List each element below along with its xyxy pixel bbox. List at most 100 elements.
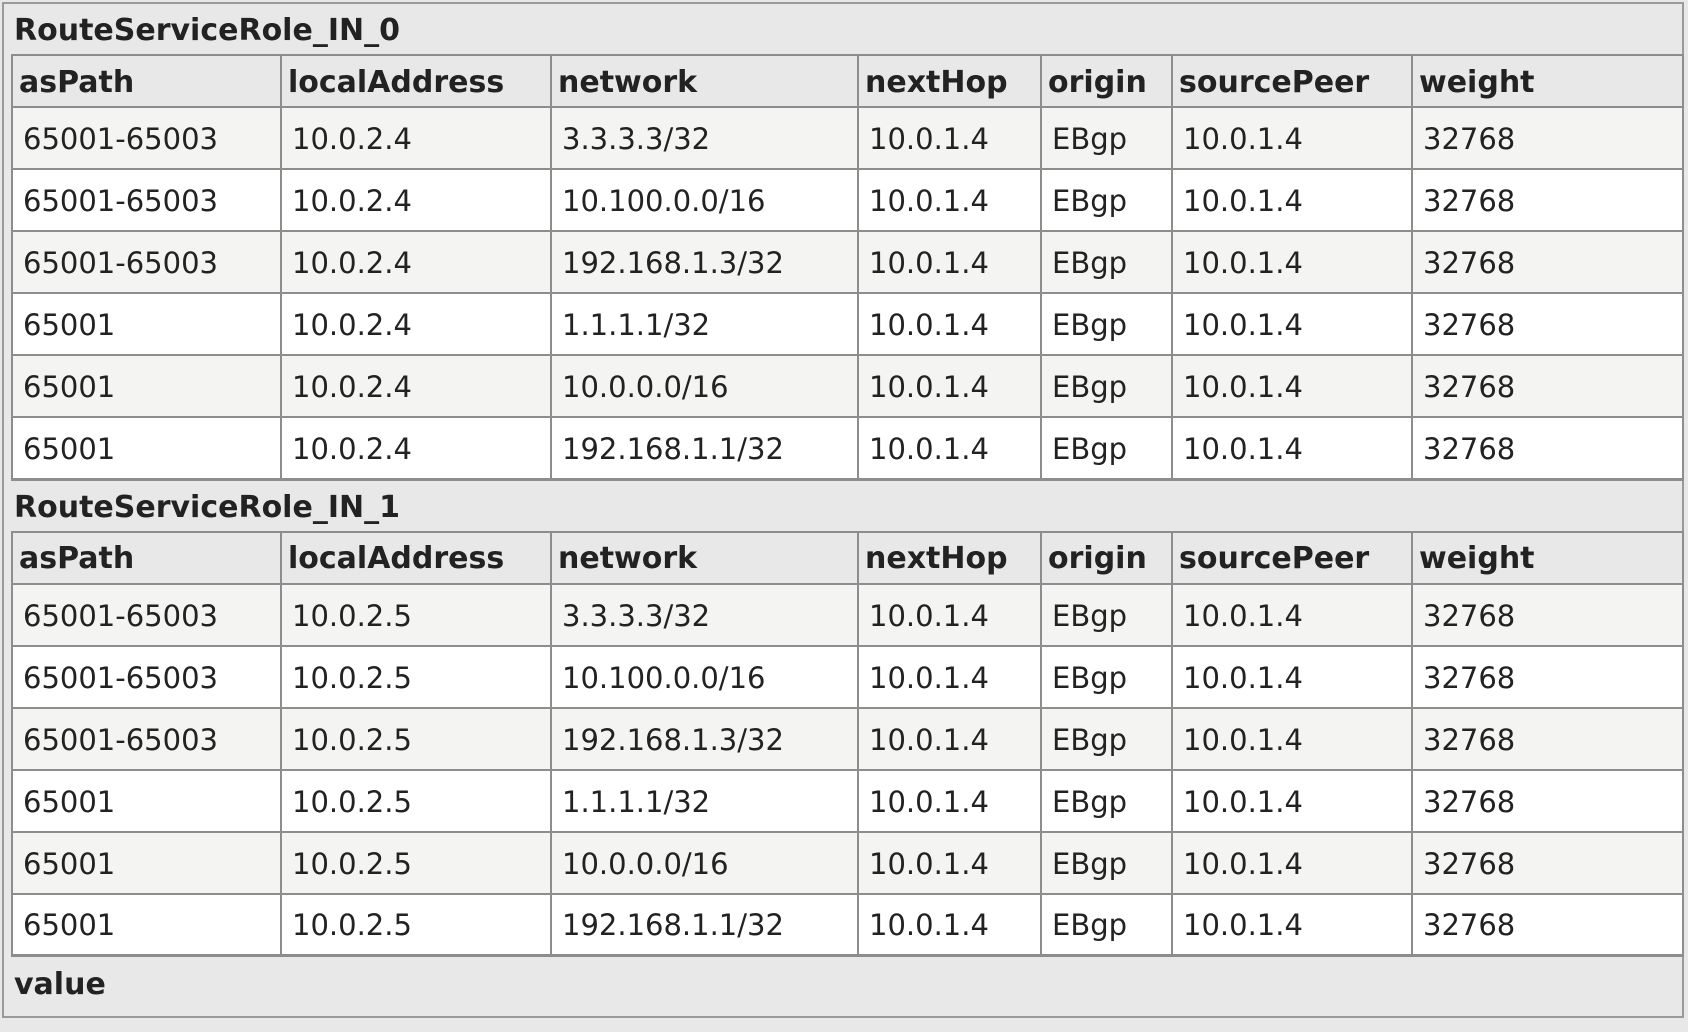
table-row: 65001 10.0.2.4 10.0.0.0/16 10.0.1.4 EBgp 10.0… (11, 354, 1684, 418)
column-header: nextHop (857, 54, 1042, 108)
table-cell: 32768 (1411, 354, 1684, 418)
table-header-row: asPath localAddress network nextHop origin so… (11, 530, 1684, 585)
table-row: 65001 10.0.2.5 1.1.1.1/32 10.0.1.4 EBgp 10.0.… (11, 768, 1684, 833)
column-header: network (550, 54, 859, 108)
table-cell: 32768 (1411, 168, 1684, 232)
table-cell: 10.0.2.5 (280, 768, 552, 833)
table-cell: 10.0.2.5 (280, 706, 552, 771)
table-cell: 10.0.1.4 (1171, 416, 1413, 481)
table-cell: 65001 (11, 830, 282, 895)
table-cell: 10.0.1.4 (857, 168, 1042, 232)
table-cell: 65001 (11, 354, 282, 418)
table-row: 65001-65003 10.0.2.5 192.168.1.3/32 10.0.1.… (11, 706, 1684, 771)
table-cell: EBgp (1040, 644, 1173, 709)
table-cell: 65001 (11, 892, 282, 957)
table-cell: 10.0.1.4 (857, 292, 1042, 356)
table-cell: 10.0.1.4 (857, 354, 1042, 418)
table-cell: 65001-65003 (11, 644, 282, 709)
table-cell: 10.0.1.4 (1171, 168, 1413, 232)
table-cell: 3.3.3.3/32 (550, 106, 859, 170)
column-header: localAddress (280, 54, 552, 108)
table-cell: 65001 (11, 768, 282, 833)
table-cell: EBgp (1040, 830, 1173, 895)
table-cell: 32768 (1411, 768, 1684, 833)
table-cell: 10.0.1.4 (1171, 106, 1413, 170)
column-header: origin (1040, 54, 1173, 108)
table-cell: 10.0.1.4 (1171, 644, 1413, 709)
table-row: 65001-65003 10.0.2.4 3.3.3.3/32 10.0.1.4 EBg… (11, 106, 1684, 170)
table-cell: EBgp (1040, 706, 1173, 771)
column-header: asPath (11, 54, 282, 108)
column-header: weight (1411, 530, 1684, 585)
table-cell: 32768 (1411, 230, 1684, 294)
table-cell: 10.0.1.4 (857, 768, 1042, 833)
table-cell: EBgp (1040, 768, 1173, 833)
column-header: origin (1040, 530, 1173, 585)
table-cell: EBgp (1040, 416, 1173, 481)
table-cell: 32768 (1411, 644, 1684, 709)
route-table: asPath localAddress network nextHop origin so… (11, 530, 1684, 957)
table-cell: 65001-65003 (11, 168, 282, 232)
table-row: 65001-65003 10.0.2.5 3.3.3.3/32 10.0.1.4 EBg… (11, 582, 1684, 647)
table-cell: 10.0.2.4 (280, 106, 552, 170)
table-header-row: asPath localAddress network nextHop origin so… (11, 54, 1684, 108)
table-cell: 10.0.1.4 (1171, 768, 1413, 833)
table-cell: 10.0.2.5 (280, 582, 552, 647)
table-cell: 32768 (1411, 292, 1684, 356)
table-cell: 10.0.2.4 (280, 168, 552, 232)
table-cell: 1.1.1.1/32 (550, 768, 859, 833)
table-cell: 10.0.2.5 (280, 830, 552, 895)
table-cell: 10.0.1.4 (857, 416, 1042, 481)
table-cell: 10.0.1.4 (857, 830, 1042, 895)
table-cell: 10.0.1.4 (857, 582, 1042, 647)
table-cell: EBgp (1040, 892, 1173, 957)
table-cell: 10.0.2.5 (280, 892, 552, 957)
table-cell: 65001-65003 (11, 106, 282, 170)
value-section-title: value (14, 967, 106, 1002)
table-cell: 10.0.1.4 (857, 706, 1042, 771)
table-cell: 3.3.3.3/32 (550, 582, 859, 647)
table-cell: 32768 (1411, 416, 1684, 481)
table-cell: EBgp (1040, 582, 1173, 647)
table-cell: 192.168.1.3/32 (550, 706, 859, 771)
table-cell: EBgp (1040, 230, 1173, 294)
table-cell: 192.168.1.3/32 (550, 230, 859, 294)
table-cell: 32768 (1411, 582, 1684, 647)
table-cell: 65001 (11, 416, 282, 481)
table-cell: EBgp (1040, 354, 1173, 418)
table-row: 65001 10.0.2.5 192.168.1.1/32 10.0.1.4 EBgp 1… (11, 892, 1684, 957)
table-cell: 32768 (1411, 706, 1684, 771)
table-cell: 10.0.2.4 (280, 416, 552, 481)
sections-container: RouteServiceRole_IN_0 asPath localAddress n… (4, 4, 1684, 957)
route-table: asPath localAddress network nextHop origin so… (11, 54, 1684, 481)
section-title: RouteServiceRole_IN_0 (14, 13, 400, 48)
table-cell: 10.0.1.4 (857, 106, 1042, 170)
table-cell: 10.0.2.4 (280, 292, 552, 356)
column-header: nextHop (857, 530, 1042, 585)
table-cell: EBgp (1040, 106, 1173, 170)
table-cell: 10.0.1.4 (1171, 706, 1413, 771)
table-cell: 192.168.1.1/32 (550, 416, 859, 481)
table-cell: 10.0.0.0/16 (550, 354, 859, 418)
table-cell: 65001-65003 (11, 230, 282, 294)
table-cell: 10.100.0.0/16 (550, 168, 859, 232)
column-header: network (550, 530, 859, 585)
table-cell: 10.0.2.4 (280, 230, 552, 294)
table-cell: 10.0.1.4 (857, 644, 1042, 709)
table-cell: 10.0.1.4 (857, 892, 1042, 957)
column-header: localAddress (280, 530, 552, 585)
table-cell: 32768 (1411, 106, 1684, 170)
table-cell: 10.0.1.4 (1171, 582, 1413, 647)
column-header: sourcePeer (1171, 54, 1413, 108)
table-cell: 1.1.1.1/32 (550, 292, 859, 356)
table-cell: 10.0.2.5 (280, 644, 552, 709)
table-cell: 10.0.0.0/16 (550, 830, 859, 895)
table-cell: 192.168.1.1/32 (550, 892, 859, 957)
table-cell: 10.0.1.4 (1171, 230, 1413, 294)
table-row: 65001 10.0.2.5 10.0.0.0/16 10.0.1.4 EBgp 10.0… (11, 830, 1684, 895)
table-cell: 65001-65003 (11, 582, 282, 647)
table-cell: 32768 (1411, 830, 1684, 895)
table-cell: 10.0.1.4 (1171, 830, 1413, 895)
table-cell: 10.0.1.4 (1171, 892, 1413, 957)
